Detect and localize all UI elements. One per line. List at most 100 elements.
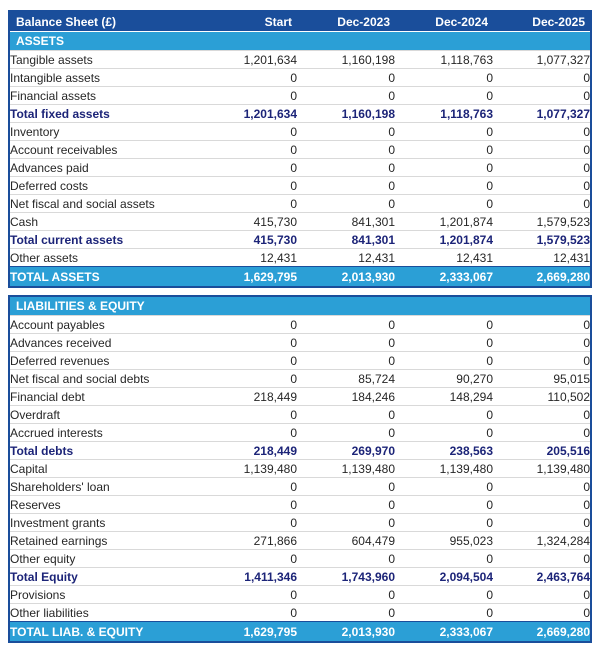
row-label: Shareholders' loan xyxy=(9,477,199,496)
table-header: Balance Sheet (£) Start Dec-2023 Dec-202… xyxy=(9,11,591,32)
cell-value: 0 xyxy=(297,351,395,370)
table-row: Net fiscal and social assets 0 0 0 0 xyxy=(9,194,591,213)
cell-value: 0 xyxy=(493,68,591,87)
cell-value: 415,730 xyxy=(199,212,297,231)
table-row: Provisions 0 0 0 0 xyxy=(9,585,592,604)
cell-value: 0 xyxy=(395,549,493,568)
cell-value: 0 xyxy=(297,477,395,496)
cell-value: 0 xyxy=(493,122,591,141)
cell-value: 1,411,346 xyxy=(199,567,297,586)
row-label: Total fixed assets xyxy=(9,104,199,123)
cell-value: 1,201,634 xyxy=(199,50,297,69)
cell-value: 0 xyxy=(297,158,395,177)
cell-value: 0 xyxy=(199,194,297,213)
cell-value: 0 xyxy=(297,549,395,568)
cell-value: 1,201,874 xyxy=(395,230,493,249)
table-row: Advances received 0 0 0 0 xyxy=(9,333,592,352)
column-header-dec-2023: Dec-2023 xyxy=(297,11,395,32)
grand-total-row: TOTAL ASSETS 1,629,795 2,013,930 2,333,067 2… xyxy=(9,266,591,287)
cell-value: 0 xyxy=(395,423,493,442)
cell-value: 0 xyxy=(395,68,493,87)
cell-value: 0 xyxy=(395,477,493,496)
table-row: Other assets 12,431 12,431 12,431 12,431 xyxy=(9,248,591,267)
row-label: Total Equity xyxy=(9,567,199,586)
cell-value: 415,730 xyxy=(199,230,297,249)
cell-value: 955,023 xyxy=(395,531,493,550)
table-row: Total debts 218,449 269,970 238,563 205,516 xyxy=(9,441,592,460)
liabilities-equity-section-body: LIABILITIES & EQUITY Account payables 0 0 0 0… xyxy=(9,296,592,642)
row-label: Investment grants xyxy=(9,513,199,532)
cell-value: 0 xyxy=(199,603,297,622)
row-label: Financial debt xyxy=(9,387,199,406)
cell-value: 0 xyxy=(395,585,493,604)
table-row: Shareholders' loan 0 0 0 0 xyxy=(9,477,592,496)
row-label: Other liabilities xyxy=(9,603,199,622)
cell-value: 0 xyxy=(297,585,395,604)
grand-total-value: 2,669,280 xyxy=(493,266,591,287)
cell-value: 0 xyxy=(297,603,395,622)
cell-value: 0 xyxy=(297,513,395,532)
cell-value: 0 xyxy=(493,495,592,514)
cell-value: 0 xyxy=(395,603,493,622)
cell-value: 218,449 xyxy=(199,387,297,406)
cell-value: 0 xyxy=(493,603,592,622)
grand-total-row: TOTAL LIAB. & EQUITY 1,629,795 2,013,930 2,… xyxy=(9,621,592,642)
table-row: Investment grants 0 0 0 0 xyxy=(9,513,592,532)
cell-value: 148,294 xyxy=(395,387,493,406)
row-label: Net fiscal and social assets xyxy=(9,194,199,213)
cell-value: 604,479 xyxy=(297,531,395,550)
cell-value: 0 xyxy=(493,351,592,370)
cell-value: 0 xyxy=(493,585,592,604)
cell-value: 1,579,523 xyxy=(493,230,591,249)
row-label: Other assets xyxy=(9,248,199,267)
cell-value: 0 xyxy=(297,423,395,442)
cell-value: 85,724 xyxy=(297,369,395,388)
cell-value: 0 xyxy=(493,194,591,213)
liabilities-equity-table: LIABILITIES & EQUITY Account payables 0 0 0 0… xyxy=(8,295,593,643)
cell-value: 0 xyxy=(493,333,592,352)
cell-value: 238,563 xyxy=(395,441,493,460)
table-row: Deferred costs 0 0 0 0 xyxy=(9,176,591,195)
cell-value: 0 xyxy=(395,351,493,370)
cell-value: 0 xyxy=(199,477,297,496)
table-row: Deferred revenues 0 0 0 0 xyxy=(9,351,592,370)
cell-value: 218,449 xyxy=(199,441,297,460)
cell-value: 1,077,327 xyxy=(493,50,591,69)
cell-value: 0 xyxy=(199,176,297,195)
row-label: Accrued interests xyxy=(9,423,199,442)
row-label: Other equity xyxy=(9,549,199,568)
table-row: Net fiscal and social debts 0 85,724 90,270… xyxy=(9,369,592,388)
section-header-label: ASSETS xyxy=(9,31,591,51)
table-row: Financial debt 218,449 184,246 148,294 110,5… xyxy=(9,387,592,406)
row-label: Overdraft xyxy=(9,405,199,424)
cell-value: 0 xyxy=(297,315,395,334)
cell-value: 0 xyxy=(395,194,493,213)
cell-value: 12,431 xyxy=(395,248,493,267)
cell-value: 0 xyxy=(493,513,592,532)
cell-value: 1,139,480 xyxy=(395,459,493,478)
cell-value: 0 xyxy=(395,86,493,105)
row-label: Account payables xyxy=(9,315,199,334)
cell-value: 1,139,480 xyxy=(493,459,592,478)
row-label: Inventory xyxy=(9,122,199,141)
cell-value: 0 xyxy=(199,351,297,370)
row-label: Financial assets xyxy=(9,86,199,105)
column-header-start: Start xyxy=(199,11,297,32)
section-header-label: LIABILITIES & EQUITY xyxy=(9,296,592,316)
row-label: Capital xyxy=(9,459,199,478)
table-row: Account receivables 0 0 0 0 xyxy=(9,140,591,159)
grand-total-value: 2,669,280 xyxy=(493,621,592,642)
balance-sheet: Balance Sheet (£) Start Dec-2023 Dec-202… xyxy=(8,10,593,643)
cell-value: 0 xyxy=(493,405,592,424)
cell-value: 1,201,874 xyxy=(395,212,493,231)
cell-value: 0 xyxy=(199,68,297,87)
row-label: Account receivables xyxy=(9,140,199,159)
row-label: Deferred revenues xyxy=(9,351,199,370)
cell-value: 0 xyxy=(297,405,395,424)
cell-value: 0 xyxy=(395,176,493,195)
grand-total-value: 1,629,795 xyxy=(199,266,297,287)
row-label: Deferred costs xyxy=(9,176,199,195)
cell-value: 841,301 xyxy=(297,230,395,249)
cell-value: 0 xyxy=(199,86,297,105)
table-gap xyxy=(8,288,592,295)
